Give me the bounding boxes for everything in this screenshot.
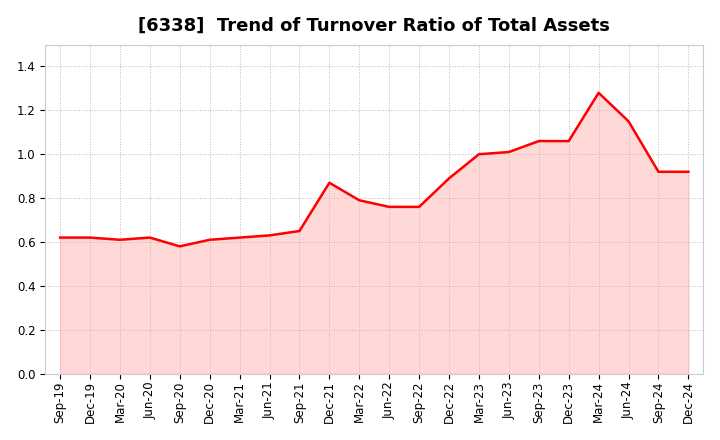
- Title: [6338]  Trend of Turnover Ratio of Total Assets: [6338] Trend of Turnover Ratio of Total …: [138, 17, 610, 35]
